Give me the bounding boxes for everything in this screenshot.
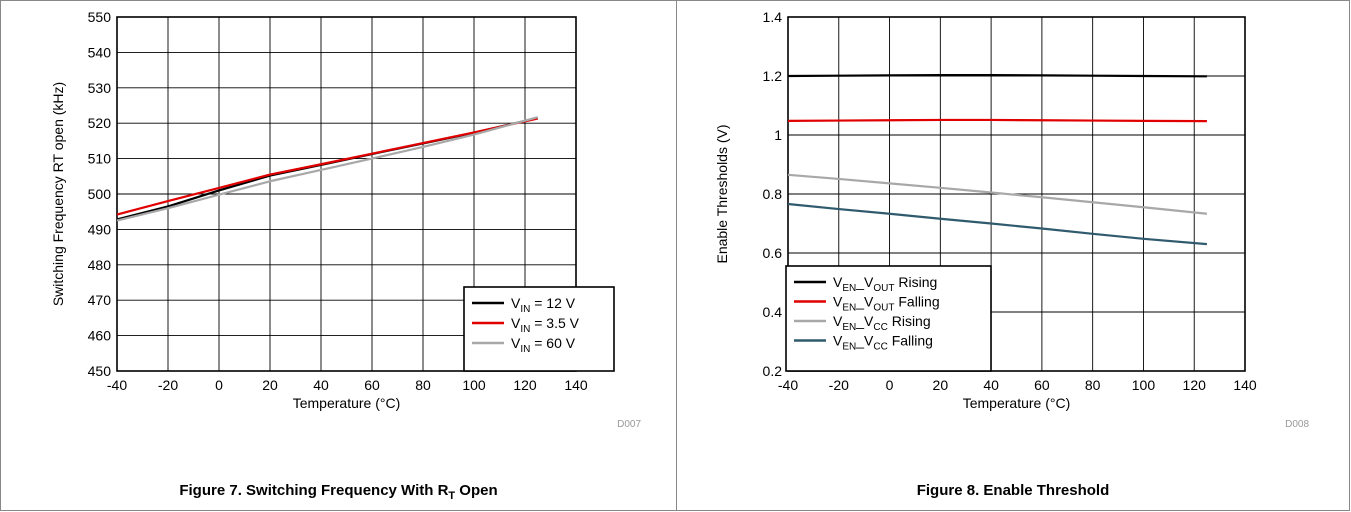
x-tick-label: 80	[415, 377, 431, 393]
legend-label: VIN = 3.5 V	[511, 315, 580, 335]
y-tick-label: 0.6	[763, 245, 783, 261]
x-tick-label: 120	[1183, 377, 1207, 393]
plot-frame	[787, 16, 1246, 372]
y-tick-label: 470	[88, 292, 112, 308]
y-tick-label: 490	[88, 221, 112, 237]
caption-text-end: Open	[455, 482, 498, 499]
y-tick-label: 520	[88, 115, 112, 131]
legend-box	[785, 265, 992, 372]
x-tick-label: 40	[983, 377, 999, 393]
x-tick-label: -20	[158, 377, 178, 393]
series-line	[787, 74, 1207, 78]
x-axis-label: Temperature (°C)	[293, 395, 401, 411]
series-line	[787, 173, 1208, 215]
caption-subscript: T	[448, 490, 456, 502]
y-tick-label: 0.8	[763, 186, 783, 202]
y-tick-label: 480	[88, 257, 112, 273]
y-tick-label: 1	[774, 127, 782, 143]
figure-tag: D008	[1285, 419, 1309, 430]
y-tick-label: 0.4	[763, 304, 783, 320]
series-line	[787, 118, 1207, 123]
x-tick-label: 100	[1132, 377, 1156, 393]
x-tick-label: 40	[313, 377, 329, 393]
chart-switching-frequency: -40 -20 0 20 40 60 80 100 120 140 450 460 470 480 490 5…	[50, 9, 641, 430]
y-tick-label: 1.4	[763, 9, 783, 25]
legend-box	[463, 286, 615, 372]
plot-frame	[116, 16, 577, 372]
figure-7-caption: Figure 7. Switching Frequency With RT Op…	[1, 482, 676, 502]
x-tick-label: 0	[215, 377, 223, 393]
x-tick-label: 140	[564, 377, 588, 393]
x-tick-label: 20	[262, 377, 278, 393]
x-tick-label: 100	[462, 377, 486, 393]
x-tick-label: 20	[933, 377, 949, 393]
figure-8-panel: -40 -20 0 20 40 60 80 100 120 140 0.2 0.4 0.6 0.8 1 1.2…	[676, 0, 1350, 511]
y-tick-label: 450	[88, 363, 112, 379]
y-tick-label: 460	[88, 328, 112, 344]
x-tick-label: -20	[829, 377, 849, 393]
legend-label: VEN_VOUT Rising	[833, 274, 937, 294]
legend-label: VEN_VOUT Falling	[833, 294, 940, 314]
x-tick-label: 0	[886, 377, 894, 393]
legend-label: VIN = 60 V	[511, 335, 576, 355]
y-axis-label: Enable Thresholds (V)	[714, 124, 730, 263]
y-axis-label: Switching Frequency RT open (kHz)	[50, 82, 66, 306]
x-tick-label: -40	[107, 377, 127, 393]
figure-tag: D007	[617, 419, 641, 430]
y-tick-label: 1.2	[763, 68, 783, 84]
figure-7-panel: -40 -20 0 20 40 60 80 100 120 140 450 460 470 480 490 5…	[0, 0, 677, 511]
y-tick-label: 510	[88, 151, 112, 167]
y-tick-label: 550	[88, 9, 112, 25]
x-axis-label: Temperature (°C)	[963, 395, 1071, 411]
legend-label: VEN_VCC Falling	[833, 333, 933, 353]
y-tick-label: 540	[88, 44, 112, 60]
series-line	[116, 117, 538, 216]
y-tick-label: 530	[88, 80, 112, 96]
x-tick-label: 80	[1085, 377, 1101, 393]
x-tick-label: -40	[778, 377, 798, 393]
figure-8-caption: Figure 8. Enable Threshold	[916, 482, 1110, 499]
legend-label: VIN = 12 V	[511, 295, 576, 315]
y-tick-label: 0.2	[763, 363, 783, 379]
caption-text: Figure 7. Switching Frequency With R	[179, 482, 449, 499]
x-tick-label: 120	[513, 377, 537, 393]
y-tick-label: 500	[88, 186, 112, 202]
legend-label: VEN_VCC Rising	[833, 313, 931, 333]
x-tick-label: 60	[364, 377, 380, 393]
chart-enable-thresholds: -40 -20 0 20 40 60 80 100 120 140 0.2 0.4 0.6 0.8 1 1.2…	[714, 9, 1309, 430]
x-tick-label: 60	[1034, 377, 1050, 393]
series-line	[116, 116, 539, 222]
x-tick-label: 140	[1233, 377, 1257, 393]
series-line	[787, 202, 1208, 246]
